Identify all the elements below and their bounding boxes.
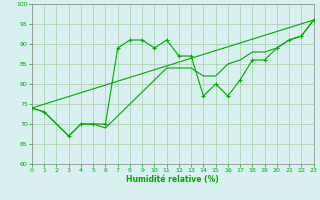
- X-axis label: Humidité relative (%): Humidité relative (%): [126, 175, 219, 184]
